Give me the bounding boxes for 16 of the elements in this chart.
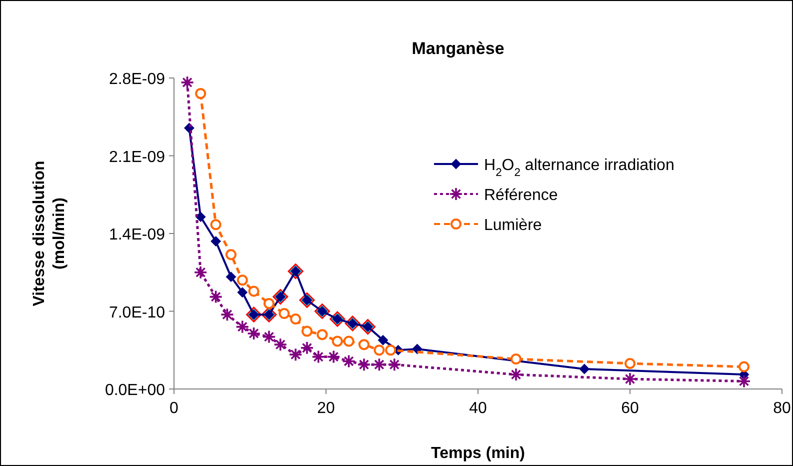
legend-label: Référence	[484, 187, 558, 204]
x-tick-label: 40	[469, 400, 487, 417]
y-tick-label: 2.1E-09	[108, 148, 166, 166]
x-tick-label: 80	[773, 400, 791, 417]
legend-label: Lumière	[484, 217, 542, 234]
x-axis-title: Temps (min)	[431, 445, 525, 462]
x-tick-label: 60	[621, 400, 639, 417]
x-tick-label: 0	[170, 400, 179, 417]
y-tick-label: 1.4E-09	[108, 226, 166, 244]
y-tick-label: 2.8E-09	[108, 71, 166, 88]
y-tick-label: 0.0E+00	[104, 382, 166, 399]
legend-label: H$_{2}$O$_{2}$ alternance irradiation	[484, 157, 674, 179]
chart-title: Manganèse	[412, 39, 504, 58]
y-tick-label: 7.0E-10	[108, 304, 166, 322]
x-tick-label: 20	[317, 400, 335, 417]
y-axis-title: Vitesse dissolution (mol/min)	[31, 160, 68, 306]
